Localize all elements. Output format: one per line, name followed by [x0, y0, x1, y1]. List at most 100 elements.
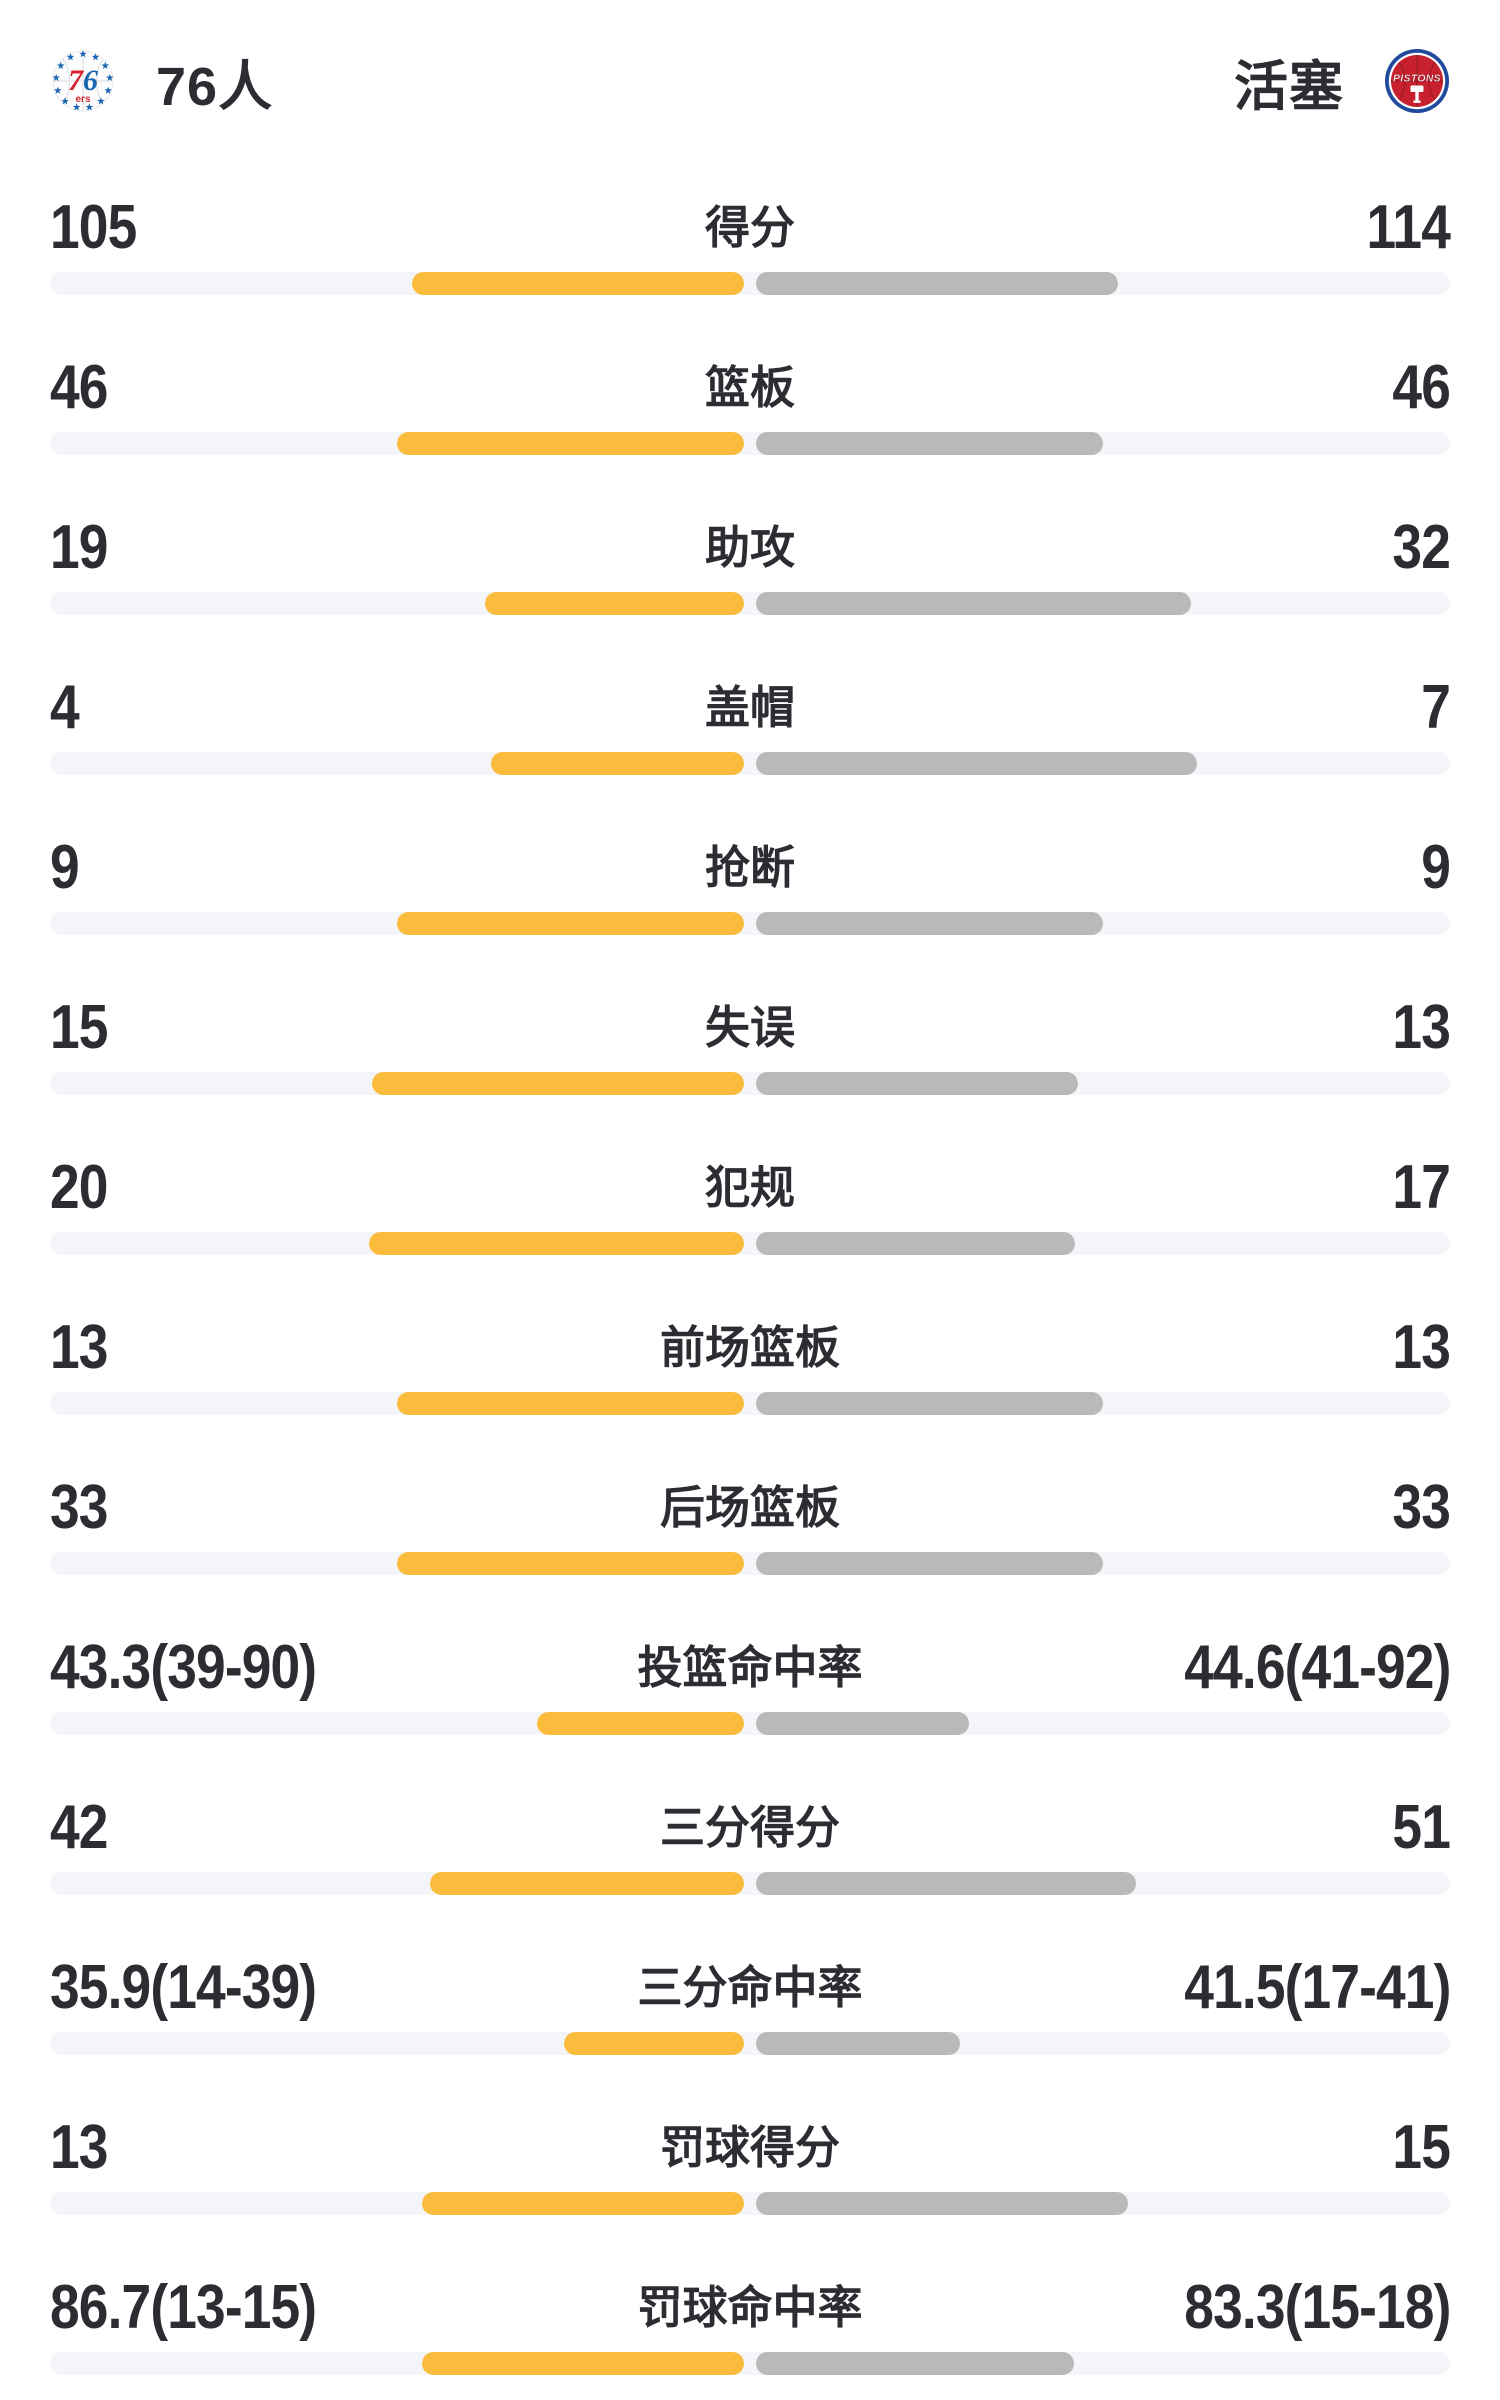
home-value: 13: [50, 1313, 108, 1382]
home-value: 105: [50, 193, 137, 262]
away-bar-half: [756, 592, 1450, 615]
stat-label: 失误: [705, 1002, 796, 1053]
home-bar-half: [50, 592, 744, 615]
away-bar-half: [756, 2352, 1450, 2375]
stat-text-line: 13 罚球得分 15: [50, 2113, 1451, 2182]
stat-row: 35.9(14-39) 三分命中率 41.5(17-41): [0, 1946, 1500, 2106]
home-bar-half: [50, 272, 744, 295]
stat-label: 篮板: [705, 362, 796, 413]
away-value: 44.6(41-92): [1183, 1633, 1451, 1702]
away-bar-fill: [756, 1712, 970, 1735]
stat-bar: [50, 2192, 1450, 2215]
away-value: 13: [1392, 993, 1451, 1062]
away-bar-fill: [756, 1392, 1103, 1415]
away-value: 51: [1392, 1793, 1451, 1862]
home-value: 43.3(39-90): [50, 1633, 317, 1702]
stat-row: 9 抢断 9: [0, 826, 1500, 986]
stat-label: 罚球命中率: [637, 2282, 863, 2333]
stat-bar: [50, 1872, 1450, 1895]
away-team[interactable]: 活塞 PISTONS: [1234, 42, 1450, 121]
stat-text-line: 4 盖帽 7: [50, 677, 1451, 739]
stat-text-line: 15 失误 13: [50, 993, 1451, 1062]
stat-row: 33 后场篮板 33: [0, 1466, 1500, 1626]
away-bar-fill: [756, 1552, 1103, 1575]
away-value: 17: [1392, 1153, 1451, 1222]
home-bar-half: [50, 1552, 744, 1575]
home-bar-fill: [421, 2352, 744, 2375]
home-value: 42: [50, 1793, 108, 1862]
stat-label: 投篮命中率: [637, 1642, 863, 1693]
stat-bar: [50, 2032, 1450, 2055]
stat-label: 助攻: [705, 522, 796, 573]
away-bar-half: [756, 1072, 1450, 1095]
home-bar-half: [50, 1872, 744, 1895]
stat-bar: [50, 1712, 1450, 1735]
stat-label: 犯规: [705, 1162, 796, 1213]
home-bar-half: [50, 432, 744, 455]
stat-text-line: 86.7(13-15) 罚球命中率 83.3(15-18): [50, 2273, 1451, 2342]
stat-bar: [50, 752, 1450, 775]
stat-bar: [50, 1072, 1450, 1095]
stat-text-line: 42 三分得分 51: [50, 1793, 1451, 1862]
home-team-name: 76人: [156, 56, 274, 117]
away-bar-fill: [756, 272, 1118, 295]
away-bar-half: [756, 1872, 1450, 1895]
stat-bar: [50, 2352, 1450, 2375]
svg-text:PISTONS: PISTONS: [1393, 73, 1441, 85]
home-bar-fill: [485, 592, 744, 615]
76ers-logo-icon: 76 ers: [52, 50, 114, 112]
home-team[interactable]: 76 ers 76人: [50, 42, 273, 121]
away-bar-fill: [756, 912, 1103, 935]
stat-text-line: 46 篮板 46: [50, 357, 1451, 419]
away-value: 32: [1392, 513, 1451, 582]
home-bar-half: [50, 2032, 744, 2055]
stat-text-line: 13 前场篮板 13: [50, 1313, 1451, 1382]
away-value: 15: [1392, 2113, 1451, 2182]
stat-row: 42 三分得分 51: [0, 1786, 1500, 1946]
home-value: 20: [50, 1153, 108, 1222]
stat-bar: [50, 272, 1450, 295]
stat-label: 后场篮板: [660, 1482, 841, 1533]
home-bar-half: [50, 752, 744, 775]
bar-track: [50, 1712, 1450, 1735]
stat-row: 15 失误 13: [0, 986, 1500, 1146]
home-bar-fill: [563, 2032, 744, 2055]
home-bar-fill: [397, 912, 744, 935]
stat-row: 13 罚球得分 15: [0, 2106, 1500, 2266]
stat-text-line: 33 后场篮板 33: [50, 1477, 1451, 1539]
pistons-logo-icon: PISTONS: [1385, 49, 1449, 113]
stat-label: 三分得分: [660, 1802, 841, 1853]
match-header: 76 ers 76人 活塞: [0, 0, 1500, 117]
away-bar-half: [756, 272, 1450, 295]
home-value: 13: [50, 2113, 108, 2182]
svg-text:76: 76: [68, 64, 98, 97]
bar-track: [50, 2352, 1450, 2375]
home-bar-fill: [372, 1072, 744, 1095]
away-bar-half: [756, 912, 1450, 935]
home-bar-fill: [536, 1712, 744, 1735]
home-bar-fill: [397, 1552, 744, 1575]
away-bar-fill: [756, 1072, 1079, 1095]
stat-text-line: 19 助攻 32: [50, 513, 1451, 582]
away-bar-fill: [756, 1872, 1137, 1895]
stat-row: 46 篮板 46: [0, 346, 1500, 506]
home-value: 86.7(13-15): [50, 2273, 317, 2342]
stat-row: 43.3(39-90) 投篮命中率 44.6(41-92): [0, 1626, 1500, 1786]
stat-row: 4 盖帽 7: [0, 666, 1500, 826]
away-bar-half: [756, 1552, 1450, 1575]
away-bar-fill: [756, 592, 1192, 615]
away-bar-half: [756, 432, 1450, 455]
away-bar-fill: [756, 432, 1103, 455]
stat-label: 罚球得分: [660, 2122, 841, 2173]
home-bar-half: [50, 2192, 744, 2215]
away-value: 114: [1366, 193, 1451, 262]
away-bar-fill: [756, 2192, 1128, 2215]
stat-text-line: 9 抢断 9: [50, 837, 1451, 899]
stat-text-line: 43.3(39-90) 投篮命中率 44.6(41-92): [50, 1633, 1451, 1702]
away-bar-half: [756, 1232, 1450, 1255]
stat-bar: [50, 592, 1450, 615]
home-bar-fill: [397, 1392, 744, 1415]
stat-label: 盖帽: [705, 682, 796, 733]
stat-label: 抢断: [705, 842, 796, 893]
away-bar-fill: [756, 1232, 1075, 1255]
